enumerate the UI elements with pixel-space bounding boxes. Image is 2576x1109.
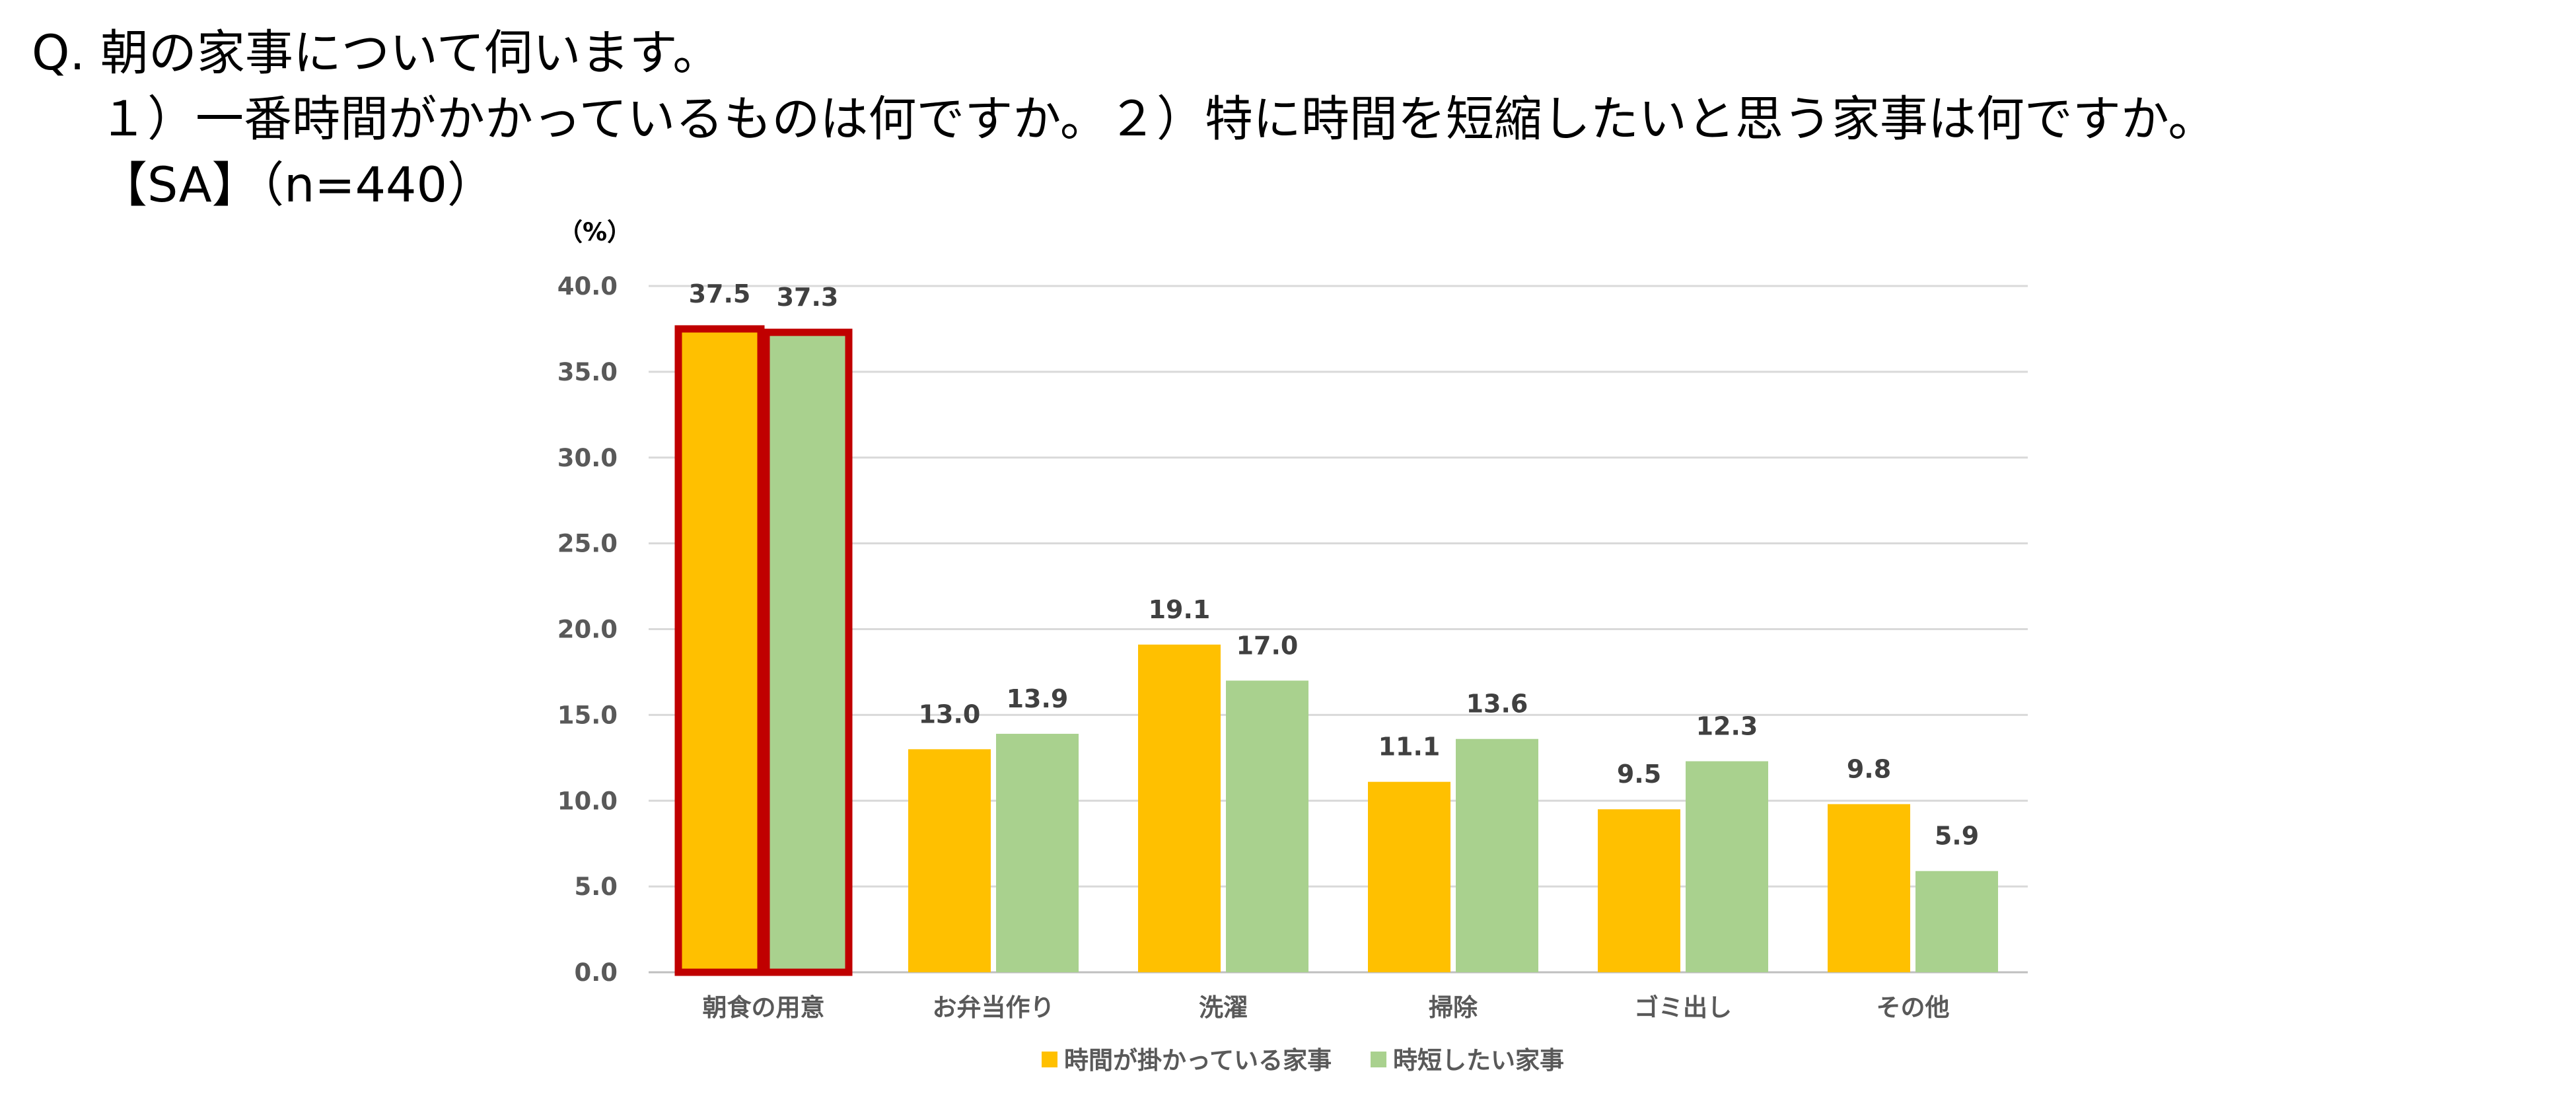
data-label: 9.8 [1847,754,1891,783]
data-label: 9.5 [1617,760,1661,789]
gridlines [649,285,2028,974]
legend-swatch [1042,1052,1057,1067]
y-axis-ticks: 0.0 5.0 10.0 15.0 20.0 25.0 30.0 35.0 40.0 [557,272,618,987]
bar-want-to-shorten [1456,738,1538,972]
category-label: ゴミ出し [1634,993,1732,1022]
data-label: 13.0 [919,699,981,729]
bar-time-taken [1368,781,1450,972]
bar-want-to-shorten [1686,761,1768,972]
bar-want-to-shorten [996,733,1079,972]
question-title: Q. 朝の家事について伺います。 [32,25,721,81]
data-label: 13.6 [1466,690,1528,719]
data-label: 13.9 [1007,684,1069,713]
data-label: 5.9 [1935,822,1979,851]
y-tick-label: 20.0 [557,616,618,644]
data-label: 17.0 [1236,631,1299,660]
bar-want-to-shorten [762,328,853,976]
legend-swatch [1371,1052,1386,1067]
data-labels: 37.5 37.3 13.0 13.9 19.1 17.0 11.1 13.6 9.5 12.3 9… [689,279,1980,851]
bars [674,325,1998,976]
category-label: その他 [1877,993,1950,1022]
y-tick-label: 0.0 [574,958,618,987]
y-tick-label: 10.0 [557,787,618,815]
bar-want-to-shorten [1226,680,1308,972]
legend-label: 時短したい家事 [1393,1046,1564,1075]
bar-time-taken [1828,804,1910,972]
bar-want-to-shorten [1915,871,1998,972]
bar-time-taken [908,749,991,972]
question-subtitle: １）一番時間がかかっているものは何ですか。２）特に時間を短縮したいと思う家事は何… [99,91,2217,147]
data-label: 12.3 [1696,712,1758,741]
legend-label: 時間が掛かっている家事 [1064,1046,1332,1075]
y-tick-label: 5.0 [574,873,618,901]
bar-time-taken [674,325,765,976]
data-label: 19.1 [1149,595,1211,624]
y-tick-label: 30.0 [557,444,618,472]
y-tick-label: 35.0 [557,358,618,386]
bar-time-taken [1138,644,1221,972]
y-axis-unit-label: （%） [558,218,631,246]
legend: 時間が掛かっている家事 時短したい家事 [1042,1046,1564,1075]
data-label: 37.3 [777,283,839,312]
y-tick-label: 15.0 [557,701,618,729]
y-tick-label: 25.0 [557,530,618,558]
category-label: 朝食の用意 [703,993,825,1022]
category-labels: 朝食の用意 お弁当作り 洗濯 掃除 ゴミ出し その他 [703,993,1950,1022]
data-label: 11.1 [1378,733,1441,762]
bar-time-taken [1598,809,1680,972]
category-label: お弁当作り [933,993,1055,1022]
category-label: 掃除 [1429,993,1478,1022]
y-tick-label: 40.0 [557,272,618,301]
question-meta: 【SA】（n=440） [99,157,495,213]
category-label: 洗濯 [1199,993,1248,1022]
data-label: 37.5 [689,279,751,308]
